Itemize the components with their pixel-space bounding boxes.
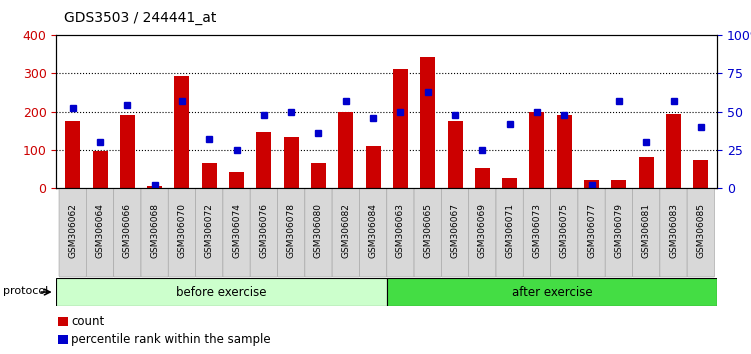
Text: GSM306084: GSM306084 bbox=[369, 204, 378, 258]
Bar bbox=[502, 178, 517, 188]
Bar bbox=[311, 163, 326, 188]
FancyBboxPatch shape bbox=[660, 189, 687, 277]
FancyBboxPatch shape bbox=[223, 189, 250, 277]
Bar bbox=[693, 160, 708, 188]
Text: GSM306065: GSM306065 bbox=[424, 204, 433, 258]
Bar bbox=[65, 121, 80, 188]
Bar bbox=[92, 152, 107, 188]
Text: GSM306069: GSM306069 bbox=[478, 204, 487, 258]
FancyBboxPatch shape bbox=[305, 189, 332, 277]
FancyBboxPatch shape bbox=[578, 189, 605, 277]
Text: GSM306073: GSM306073 bbox=[532, 204, 541, 258]
Text: GSM306080: GSM306080 bbox=[314, 204, 323, 258]
Bar bbox=[59, 317, 68, 326]
Bar bbox=[584, 180, 599, 188]
Bar bbox=[120, 115, 135, 188]
Text: GSM306062: GSM306062 bbox=[68, 204, 77, 258]
FancyBboxPatch shape bbox=[387, 189, 414, 277]
Text: GSM306076: GSM306076 bbox=[259, 204, 268, 258]
Bar bbox=[284, 137, 299, 188]
Bar bbox=[638, 157, 653, 188]
Text: before exercise: before exercise bbox=[176, 286, 267, 298]
FancyBboxPatch shape bbox=[605, 189, 632, 277]
FancyBboxPatch shape bbox=[195, 189, 223, 277]
Bar bbox=[147, 186, 162, 188]
Bar bbox=[256, 132, 271, 188]
FancyBboxPatch shape bbox=[59, 189, 86, 277]
Bar bbox=[421, 57, 436, 188]
Text: after exercise: after exercise bbox=[511, 286, 593, 298]
Text: GSM306082: GSM306082 bbox=[341, 204, 350, 258]
Text: percentile rank within the sample: percentile rank within the sample bbox=[71, 333, 271, 346]
FancyBboxPatch shape bbox=[687, 189, 714, 277]
FancyBboxPatch shape bbox=[550, 189, 578, 277]
Text: protocol: protocol bbox=[3, 286, 48, 296]
Text: GSM306083: GSM306083 bbox=[669, 204, 678, 258]
Text: GDS3503 / 244441_at: GDS3503 / 244441_at bbox=[64, 11, 216, 25]
FancyBboxPatch shape bbox=[632, 189, 660, 277]
Bar bbox=[393, 69, 408, 188]
FancyBboxPatch shape bbox=[86, 189, 113, 277]
FancyBboxPatch shape bbox=[250, 189, 278, 277]
Text: GSM306078: GSM306078 bbox=[287, 204, 296, 258]
Text: GSM306077: GSM306077 bbox=[587, 204, 596, 258]
FancyBboxPatch shape bbox=[360, 189, 387, 277]
FancyBboxPatch shape bbox=[141, 189, 168, 277]
Text: GSM306066: GSM306066 bbox=[123, 204, 132, 258]
Text: count: count bbox=[71, 315, 104, 328]
Text: GSM306075: GSM306075 bbox=[559, 204, 569, 258]
Bar bbox=[666, 114, 681, 188]
Text: GSM306071: GSM306071 bbox=[505, 204, 514, 258]
Bar bbox=[448, 121, 463, 188]
Text: GSM306064: GSM306064 bbox=[95, 204, 104, 258]
FancyBboxPatch shape bbox=[414, 189, 442, 277]
FancyBboxPatch shape bbox=[523, 189, 550, 277]
Text: GSM306081: GSM306081 bbox=[641, 204, 650, 258]
FancyBboxPatch shape bbox=[469, 189, 496, 277]
Bar bbox=[59, 335, 68, 344]
Text: GSM306067: GSM306067 bbox=[451, 204, 460, 258]
Bar bbox=[556, 115, 572, 188]
Bar bbox=[338, 112, 353, 188]
FancyBboxPatch shape bbox=[113, 189, 141, 277]
Bar bbox=[174, 76, 189, 188]
FancyBboxPatch shape bbox=[278, 189, 305, 277]
FancyBboxPatch shape bbox=[332, 189, 360, 277]
Text: GSM306063: GSM306063 bbox=[396, 204, 405, 258]
Bar bbox=[611, 180, 626, 188]
Text: GSM306085: GSM306085 bbox=[696, 204, 705, 258]
FancyBboxPatch shape bbox=[442, 189, 469, 277]
FancyBboxPatch shape bbox=[168, 189, 195, 277]
Text: GSM306070: GSM306070 bbox=[177, 204, 186, 258]
Text: GSM306074: GSM306074 bbox=[232, 204, 241, 258]
Bar bbox=[475, 168, 490, 188]
Text: GSM306068: GSM306068 bbox=[150, 204, 159, 258]
Text: GSM306072: GSM306072 bbox=[205, 204, 214, 258]
Text: GSM306079: GSM306079 bbox=[614, 204, 623, 258]
FancyBboxPatch shape bbox=[56, 278, 387, 306]
Bar bbox=[202, 163, 217, 188]
Bar bbox=[229, 172, 244, 188]
Bar bbox=[529, 112, 544, 188]
FancyBboxPatch shape bbox=[496, 189, 523, 277]
FancyBboxPatch shape bbox=[387, 278, 717, 306]
Bar bbox=[366, 146, 381, 188]
